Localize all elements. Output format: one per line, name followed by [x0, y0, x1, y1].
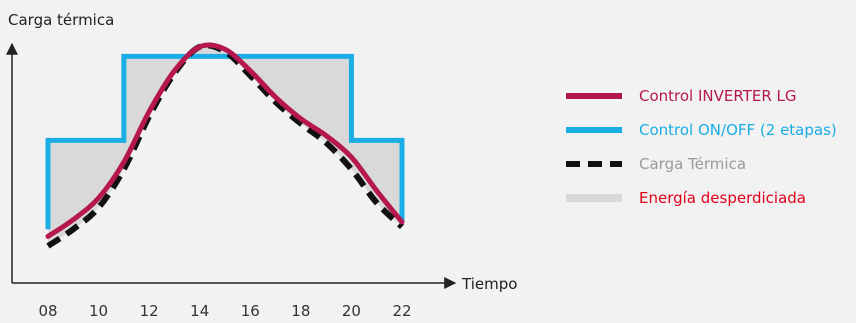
x-tick-label: 20	[342, 302, 361, 320]
x-tick-label: 14	[190, 302, 209, 320]
legend-label: Energía desperdiciada	[639, 189, 806, 207]
legend-swatch-energia-desperdiciada	[566, 194, 622, 202]
y-axis-label: Carga térmica	[8, 11, 114, 29]
x-tick-label: 10	[89, 302, 108, 320]
legend-label: Control ON/OFF (2 etapas)	[639, 121, 837, 139]
legend-label: Control INVERTER LG	[639, 87, 797, 105]
x-axis-label: Tiempo	[461, 275, 517, 293]
x-tick-labels: 08 10 12 14 16 18 20 22	[38, 302, 411, 320]
legend: Control INVERTER LG Control ON/OFF (2 eta…	[566, 87, 837, 207]
series-lines	[45, 42, 405, 249]
x-tick-label: 12	[140, 302, 159, 320]
series-line-control-inverter	[45, 42, 405, 239]
legend-label: Carga Térmica	[639, 155, 746, 173]
x-tick-label: 18	[291, 302, 310, 320]
wasted-energy-area	[48, 45, 402, 247]
x-tick-label: 08	[38, 302, 57, 320]
x-tick-label: 16	[241, 302, 260, 320]
wasted-energy-area-group	[48, 45, 402, 247]
series-line-carga-termica	[46, 42, 405, 249]
x-tick-label: 22	[392, 302, 411, 320]
